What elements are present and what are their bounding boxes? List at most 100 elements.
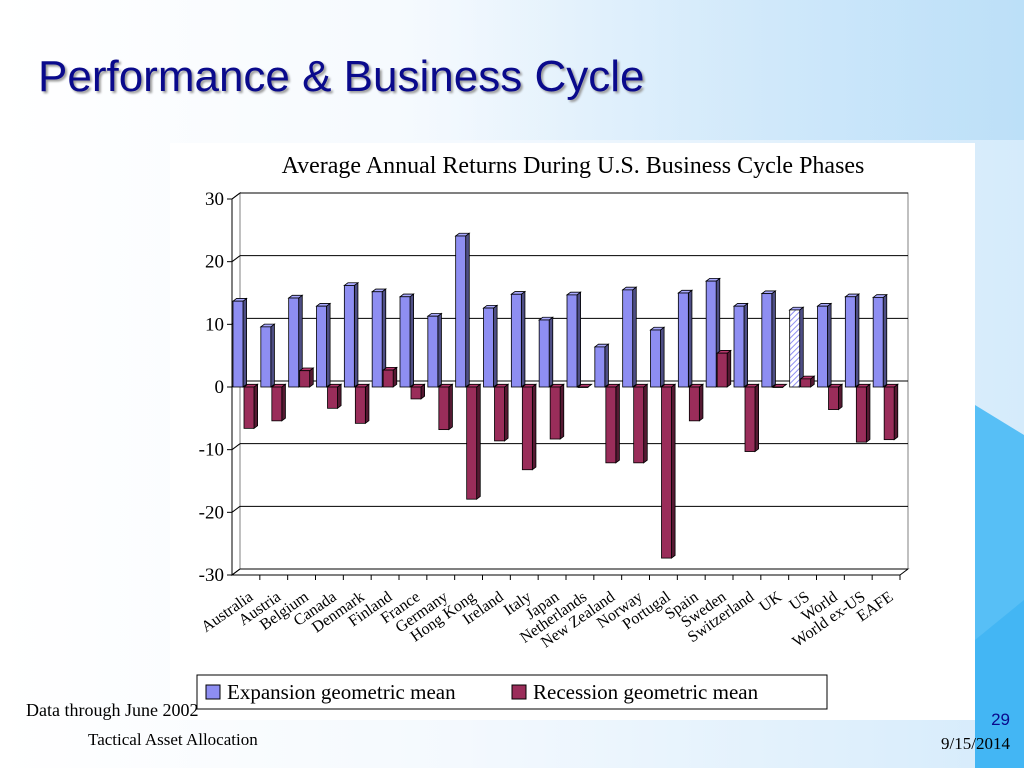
returns-bar-chart: Average Annual Returns During U.S. Busin… bbox=[196, 153, 910, 710]
recession-bar-side bbox=[476, 383, 481, 500]
recession-bar-side bbox=[448, 383, 453, 431]
expansion-bar bbox=[343, 285, 355, 388]
expansion-bar-side bbox=[326, 302, 331, 388]
recession-bar-side bbox=[726, 349, 732, 388]
y-tick-label: 30 bbox=[205, 189, 224, 210]
gridline-diagonal bbox=[231, 255, 241, 263]
recession-bar bbox=[271, 386, 283, 422]
recession-bar-side bbox=[531, 383, 537, 471]
expansion-bar bbox=[622, 289, 634, 388]
expansion-bar bbox=[232, 300, 244, 388]
expansion-bar bbox=[538, 319, 550, 388]
expansion-bar bbox=[316, 305, 327, 388]
recession-bar-side bbox=[364, 383, 370, 425]
legend-swatch bbox=[205, 684, 221, 700]
slide-title: Performance & Business Cycle bbox=[38, 52, 645, 101]
recession-bar-side bbox=[504, 383, 509, 442]
expansion-bar-side bbox=[437, 312, 442, 388]
expansion-bar-side bbox=[882, 293, 888, 388]
legend-label: Recession geometric mean bbox=[533, 680, 759, 704]
expansion-bar-side bbox=[242, 297, 247, 388]
recession-bar-side bbox=[698, 383, 704, 422]
expansion-bar bbox=[399, 296, 411, 388]
recession-bar-side bbox=[253, 383, 258, 430]
expansion-bar bbox=[677, 292, 689, 388]
recession-bar bbox=[744, 386, 756, 452]
recession-bar-side bbox=[281, 383, 286, 422]
expansion-bar-side bbox=[854, 293, 860, 388]
recession-bar bbox=[549, 386, 561, 440]
footer-date: 9/15/2014 bbox=[941, 734, 1010, 753]
recession-bar bbox=[438, 386, 450, 431]
y-tick-label: 10 bbox=[205, 314, 224, 335]
recession-bar-side bbox=[643, 383, 648, 464]
legend-label: Expansion geometric mean bbox=[227, 680, 456, 704]
recession-bar bbox=[243, 386, 255, 429]
expansion-bar bbox=[594, 346, 606, 388]
recession-bar-side bbox=[309, 367, 314, 388]
expansion-bar bbox=[483, 307, 494, 388]
y-tick-label: -20 bbox=[199, 502, 224, 523]
recession-bar bbox=[521, 386, 533, 471]
expansion-bar bbox=[872, 296, 884, 388]
gridline-diagonal bbox=[231, 192, 241, 200]
recession-bar bbox=[688, 386, 700, 422]
recession-bar bbox=[299, 370, 311, 388]
expansion-bar bbox=[260, 326, 272, 388]
expansion-bar bbox=[566, 294, 578, 388]
recession-bar bbox=[855, 386, 867, 443]
expansion-bar-side bbox=[520, 290, 526, 388]
expansion-bar bbox=[510, 293, 522, 388]
expansion-bar-side bbox=[409, 293, 415, 388]
recession-bar bbox=[577, 386, 589, 388]
recession-bar-side bbox=[754, 383, 759, 453]
expansion-bar bbox=[705, 280, 717, 388]
expansion-bar-side bbox=[827, 302, 832, 388]
expansion-bar bbox=[650, 329, 661, 388]
footer-title: Tactical Asset Allocation bbox=[88, 730, 258, 749]
expansion-bar-side bbox=[687, 289, 693, 388]
recession-bar bbox=[661, 386, 672, 559]
recession-bar-side bbox=[615, 383, 620, 464]
recession-bar bbox=[772, 386, 784, 388]
recession-bar-side bbox=[671, 383, 676, 559]
recession-bar bbox=[828, 386, 839, 410]
expansion-bar bbox=[761, 293, 773, 388]
expansion-bar-side bbox=[632, 286, 637, 388]
expansion-bar-side bbox=[270, 323, 275, 388]
floor bbox=[230, 568, 910, 576]
recession-bar bbox=[466, 386, 478, 500]
y-tick-label: -10 bbox=[199, 440, 224, 461]
expansion-bar-side bbox=[353, 281, 359, 388]
expansion-bar-side bbox=[799, 306, 804, 388]
expansion-bar bbox=[371, 291, 383, 388]
expansion-bar bbox=[817, 305, 828, 388]
legend-swatch bbox=[511, 684, 527, 700]
y-tick-label: -30 bbox=[199, 565, 224, 586]
expansion-bar-side bbox=[771, 290, 776, 388]
page-number: 29 bbox=[991, 710, 1010, 729]
expansion-bar bbox=[427, 315, 439, 388]
recession-bar-side bbox=[337, 383, 342, 410]
recession-bar bbox=[382, 369, 394, 388]
expansion-bar bbox=[844, 296, 856, 388]
x-tick-label: UK bbox=[756, 588, 785, 615]
expansion-bar-side bbox=[493, 304, 498, 388]
expansion-bar bbox=[455, 235, 467, 388]
y-tick-label: 20 bbox=[205, 252, 224, 273]
recession-bar-side bbox=[559, 383, 565, 440]
recession-bar bbox=[410, 386, 422, 400]
gridline-diagonal bbox=[231, 568, 241, 576]
data-footnote: Data through June 2002 bbox=[26, 700, 199, 720]
recession-bar bbox=[354, 386, 366, 424]
chart-title: Average Annual Returns During U.S. Busin… bbox=[282, 153, 865, 179]
chart-panel: Average Annual Returns During U.S. Busin… bbox=[170, 143, 975, 720]
recession-bar bbox=[800, 378, 812, 388]
recession-bar bbox=[716, 352, 728, 388]
expansion-bar bbox=[733, 305, 745, 388]
recession-bar bbox=[605, 386, 617, 464]
expansion-bar-side bbox=[604, 343, 609, 388]
background-glow bbox=[0, 0, 1024, 140]
expansion-bar-side bbox=[743, 302, 748, 388]
